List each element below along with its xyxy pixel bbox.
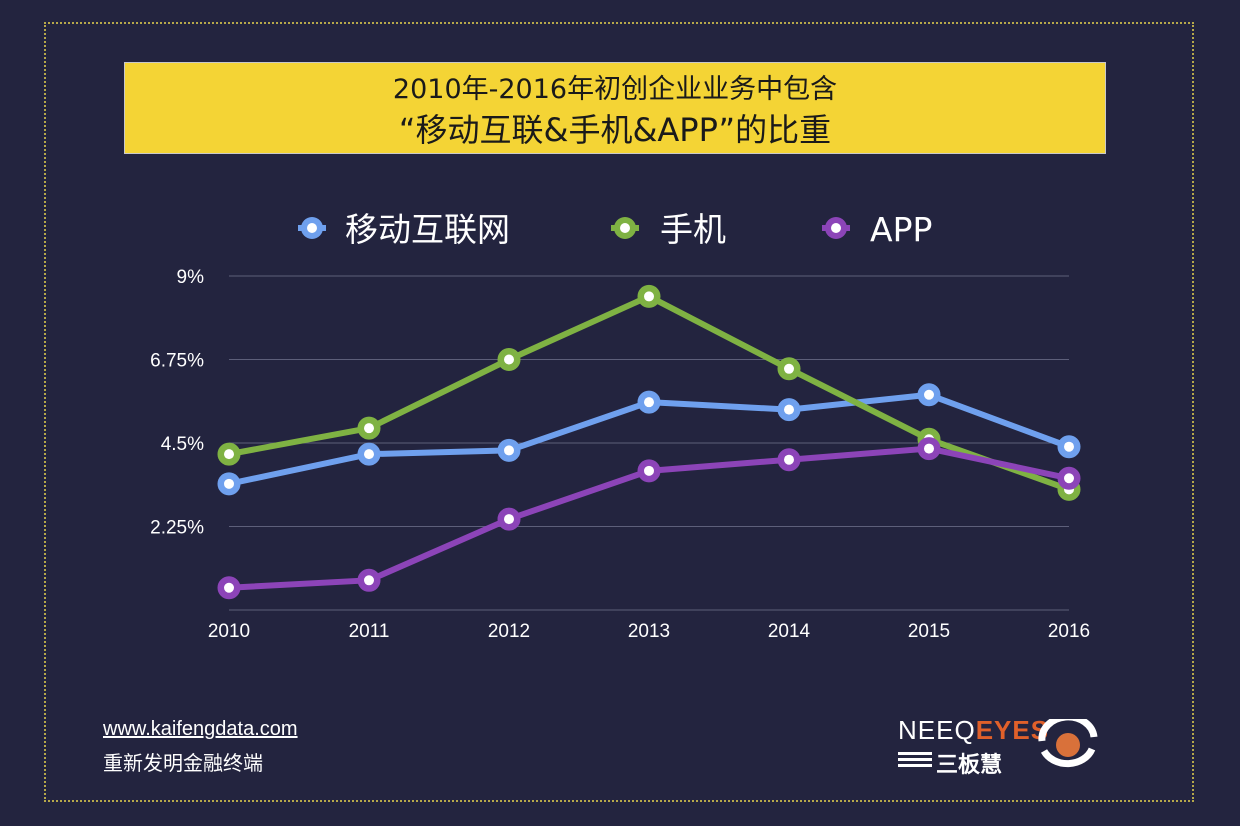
legend-label: 手机 (660, 210, 726, 249)
brand-logo: NEEQEYES 三板慧 (898, 715, 1108, 778)
data-point-center (644, 397, 654, 408)
logo-subtitle: 三板慧 (936, 753, 1003, 778)
data-point-center (504, 445, 514, 456)
legend-label: 移动互联网 (345, 210, 510, 249)
data-point-center (364, 423, 374, 434)
data-point-center (224, 478, 234, 489)
logo-eye-icon (1038, 719, 1098, 768)
data-point-center (224, 449, 234, 460)
x-tick-label: 2016 (1048, 621, 1090, 642)
legend-marker-center (831, 223, 841, 233)
data-point-center (784, 363, 794, 374)
x-tick-label: 2010 (208, 621, 250, 642)
y-tick-label: 4.5% (161, 434, 204, 455)
logo-lines-icon (898, 752, 932, 770)
slide-frame (44, 22, 1194, 802)
x-tick-label: 2015 (908, 621, 950, 642)
y-tick-label: 2.25% (150, 518, 204, 539)
data-point-center (224, 582, 234, 593)
x-tick-label: 2012 (488, 621, 530, 642)
chart-title-line2: “移动互联&手机&APP”的比重 (398, 111, 832, 149)
logo-wordmark: NEEQEYES (898, 715, 1049, 746)
data-point-center (924, 389, 934, 400)
data-point-center (364, 449, 374, 460)
y-tick-label: 6.75% (150, 351, 204, 372)
data-point-center (644, 291, 654, 302)
data-point-center (784, 454, 794, 465)
website-link[interactable]: www.kaifengdata.com (103, 718, 298, 740)
logo-text-main: NEEQ (898, 715, 976, 745)
logo-text-accent: EYES (975, 715, 1050, 745)
x-tick-label: 2011 (349, 621, 390, 642)
y-tick-label: 9% (177, 267, 205, 288)
data-point-center (1064, 473, 1074, 484)
footer-slogan: 重新发明金融终端 (103, 751, 263, 775)
legend-marker-center (307, 223, 317, 233)
title-banner: 2010年-2016年初创企业业务中包含 “移动互联&手机&APP”的比重 (124, 62, 1106, 154)
data-point-center (1064, 441, 1074, 452)
data-point-center (364, 575, 374, 586)
data-point-center (504, 354, 514, 365)
data-point-center (924, 443, 934, 454)
legend-label: APP (870, 210, 932, 249)
data-point-center (644, 465, 654, 476)
legend-marker-center (620, 223, 630, 233)
data-point-center (504, 514, 514, 525)
chart-title-line1: 2010年-2016年初创企业业务中包含 (392, 74, 838, 105)
data-point-center (784, 404, 794, 415)
x-tick-label: 2014 (768, 621, 811, 642)
x-tick-label: 2013 (628, 621, 670, 642)
